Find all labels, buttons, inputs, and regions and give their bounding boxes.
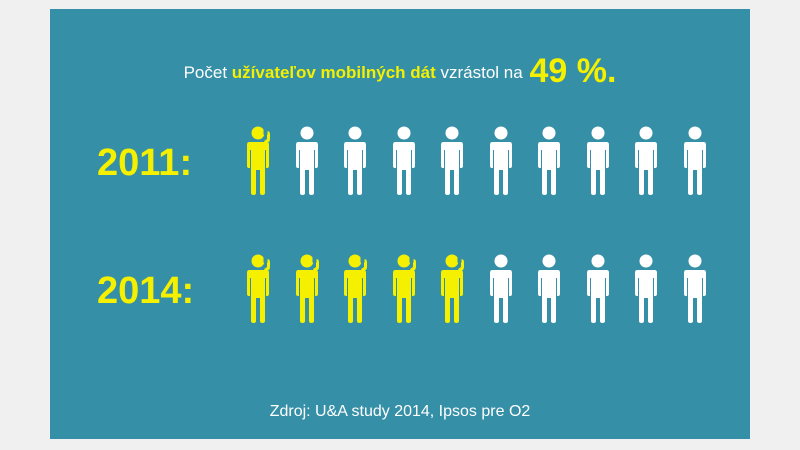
year-label-2014: 2014: <box>97 270 195 312</box>
person-with-phone-icon <box>437 254 467 324</box>
person-with-phone-icon <box>292 254 322 324</box>
person-icon <box>389 126 419 196</box>
person-icon <box>486 254 516 324</box>
person-with-phone-icon <box>243 254 273 324</box>
person-icon <box>534 126 564 196</box>
person-icon <box>680 254 710 324</box>
person-icon <box>631 126 661 196</box>
infographic-slide: Počet užívateľov mobilných dát vzrástol … <box>50 9 750 439</box>
person-icon <box>680 126 710 196</box>
person-icon <box>583 254 613 324</box>
person-icon <box>631 254 661 324</box>
person-with-phone-icon <box>340 254 370 324</box>
headline-middle: vzrástol na <box>440 63 523 82</box>
headline-percentage: 49 %. <box>529 52 617 90</box>
person-icon <box>534 254 564 324</box>
year-label-2011: 2011: <box>97 142 193 184</box>
person-icon <box>340 126 370 196</box>
person-icon <box>437 126 467 196</box>
person-icon <box>583 126 613 196</box>
headline: Počet užívateľov mobilných dát vzrástol … <box>50 53 750 91</box>
source-note: Zdroj: U&A study 2014, Ipsos pre O2 <box>269 403 531 420</box>
person-icon <box>486 126 516 196</box>
headline-prefix: Počet <box>183 63 228 82</box>
person-with-phone-icon <box>389 254 419 324</box>
headline-highlight: užívateľov mobilných dát <box>231 63 436 82</box>
person-icon <box>292 126 322 196</box>
person-with-phone-icon <box>243 126 273 196</box>
